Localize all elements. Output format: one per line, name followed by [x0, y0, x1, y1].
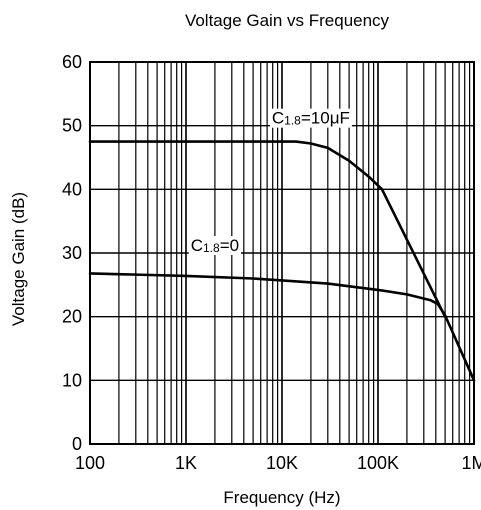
y-tick-labels: 0 10 20 30 40 50 60: [62, 52, 82, 454]
series-line-1: [88, 140, 447, 319]
series-line-2: [88, 272, 476, 382]
curve-annotation-1: C1.8=10μF: [269, 108, 352, 128]
annotation-background: [188, 236, 242, 255]
y-tick-label: 50: [62, 116, 82, 136]
annotations: C1.8=10μF C1.8=0: [188, 108, 352, 255]
annotation-label: C1.8=10μF: [272, 109, 350, 128]
x-tick-label: 100: [75, 453, 105, 473]
x-tick-label: 100K: [357, 453, 399, 473]
y-tick-label: 30: [62, 243, 82, 263]
plot-frame: [89, 61, 475, 445]
y-tick-label: 0: [72, 434, 82, 454]
x-tick-label: 1K: [175, 453, 197, 473]
y-tick-label: 40: [62, 179, 82, 199]
x-axis-label: Frequency (Hz): [223, 488, 340, 507]
curve-annotation-2: C1.8=0: [188, 236, 242, 255]
chart-title: Voltage Gain vs Frequency: [185, 11, 390, 30]
y-tick-label: 10: [62, 370, 82, 390]
x-tick-label: 10K: [266, 453, 298, 473]
annotation-label: C1.8=0: [191, 236, 239, 255]
annotation-background: [269, 108, 352, 128]
y-tick-label: 20: [62, 307, 82, 327]
y-tick-label: 60: [62, 52, 82, 72]
x-tick-label: 1M: [461, 453, 481, 473]
x-tick-labels: 100 1K 10K 100K 1M: [75, 453, 481, 473]
series-group: [88, 140, 476, 382]
y-axis-label: Voltage Gain (dB): [9, 192, 28, 326]
